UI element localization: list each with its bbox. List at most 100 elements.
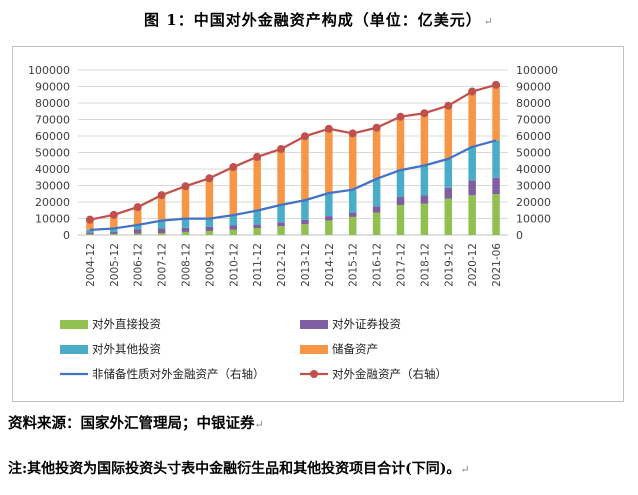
bar-other [205,218,214,227]
bar-direct [444,198,453,235]
bar-securities [253,224,261,228]
bar-reserve [229,167,238,216]
bar-securities [110,232,118,234]
x-tick-label: 2009-12 [204,243,216,287]
bar-securities [325,216,333,221]
x-tick-label: 2015-12 [348,243,360,287]
marker-total_line [300,132,309,141]
bar-direct [348,216,357,235]
marker-total_line [372,123,381,132]
x-tick-label: 2020-12 [467,243,479,287]
bar-reserve [205,178,214,219]
bar-other [372,178,381,207]
bar-securities [348,212,357,217]
marker-total_line [253,152,262,161]
y-tick-label-left: 40000 [35,163,70,176]
figure-title-text: 图 1：中国对外金融资产构成（单位：亿美元） [144,11,482,29]
bar-direct [86,234,94,235]
legend-swatch-reserve [300,345,328,354]
legend-label: 储备资产 [332,342,378,356]
marker-total_line [157,191,166,200]
bar-direct [110,233,118,235]
bar-reserve [277,148,285,205]
marker-total_line [277,144,286,153]
marker-total_line [396,112,405,121]
return-mark-icon: ↵ [483,15,494,28]
bar-reserve [86,219,94,230]
x-tick-label: 2010-12 [228,243,240,287]
marker-total_line [420,109,429,118]
bar-securities [301,219,309,225]
bar-other [229,215,238,226]
bar-other [396,170,405,198]
bar-securities [492,177,500,195]
y-tick-label-left: 30000 [35,180,70,193]
line-nonreserve_line [89,139,497,231]
bar-direct [253,227,261,235]
marker-total_line [348,129,357,138]
bar-reserve [157,195,166,221]
bar-direct [301,224,309,235]
y-tick-label-right: 90000 [516,81,551,94]
y-tick-label-right: 30000 [516,180,551,193]
bar-direct [181,231,190,235]
x-tick-label: 2019-12 [443,243,455,287]
bar-reserve [325,128,333,194]
bar-securities [181,227,190,232]
legend-swatch-securities [300,320,328,329]
x-tick-label: 2018-12 [419,243,431,287]
x-tick-label: 2008-12 [181,243,193,287]
bar-other [468,146,476,181]
y-tick-label-left: 60000 [35,130,70,143]
footnote: 注:其他投资为国际投资头寸表中金融衍生品和其他投资项目合计(下同)。↵ [8,458,470,478]
footnote-text: 注:其他投资为国际投资头寸表中金融衍生品和其他投资项目合计(下同)。 [8,461,461,477]
x-tick-label: 2004-12 [85,243,97,287]
bar-securities [444,187,453,199]
bar-other [444,158,453,188]
y-tick-label-right: 60000 [516,130,551,143]
line-total_line [89,83,497,221]
legend-label: 对外证券投资 [332,317,401,331]
marker-total_line [85,215,94,224]
legend-label: 对外其他投资 [92,342,161,356]
x-tick-label: 2007-12 [157,243,169,287]
return-mark-icon: ↵ [254,418,264,431]
bar-direct [420,203,429,235]
bar-other [110,228,118,233]
y-tick-label-right: 70000 [516,114,551,127]
bar-other [181,218,190,228]
bar-reserve [253,156,261,211]
bar-other [420,165,429,196]
bar-direct [372,212,381,235]
legend-label: 对外金融资产（右轴） [332,367,447,381]
y-tick-label-right: 100000 [516,64,558,77]
bar-securities [420,195,429,204]
bar-reserve [133,207,142,225]
bar-other [157,220,166,229]
bar-other [253,210,261,225]
bar-reserve [110,214,118,229]
x-tick-label: 2011-12 [252,243,264,287]
y-tick-label-left: 80000 [35,97,70,110]
bar-other [492,140,500,178]
bar-other [325,193,333,217]
x-tick-label: 2013-12 [300,243,312,287]
marker-total_line [324,124,333,133]
bar-other [86,229,94,233]
x-tick-label: 2012-12 [276,243,288,287]
bar-direct [396,205,405,235]
y-tick-label-right: 20000 [516,196,551,209]
legend-label: 对外直接投资 [92,317,161,331]
y-tick-label-left: 0 [63,229,70,242]
y-tick-label-left: 20000 [35,196,70,209]
y-tick-label-left: 10000 [35,213,70,226]
legend-marker-total_line [310,370,318,378]
marker-total_line [492,80,501,89]
marker-total_line [109,210,118,219]
legend-swatch-other [60,345,88,354]
marker-total_line [181,182,190,191]
marker-total_line [444,101,453,110]
return-mark-icon: ↵ [460,463,470,476]
bar-direct [205,230,214,235]
